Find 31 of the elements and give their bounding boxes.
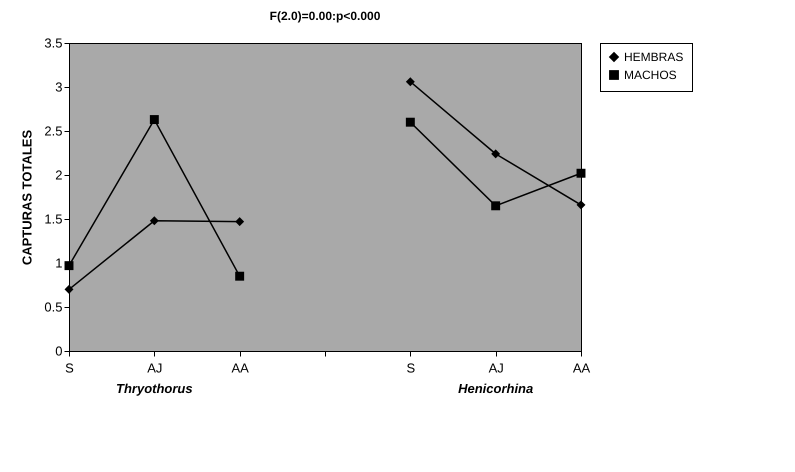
point	[235, 217, 244, 226]
point	[64, 284, 74, 294]
point	[406, 118, 415, 127]
x-tick-label: S	[65, 360, 74, 376]
y-tick-label: 1.5	[44, 212, 62, 226]
x-tick-label: S	[406, 360, 416, 376]
y-tick-label: 2	[55, 168, 62, 182]
y-tick-label: 2.5	[44, 124, 62, 138]
legend-label: MACHOS	[624, 68, 677, 82]
point	[491, 201, 500, 210]
y-tick-label: 0.5	[44, 300, 62, 314]
y-axis-title: CAPTURAS TOTALES	[19, 130, 34, 266]
point	[150, 216, 159, 226]
point	[491, 149, 500, 158]
point	[406, 77, 415, 86]
legend-label: HEMBRAS	[624, 50, 684, 64]
point	[235, 272, 244, 281]
chart-title: F(2.0)=0.00:p<0.000	[270, 9, 381, 23]
text: Thryothorus	[116, 381, 193, 396]
text: Henicorhina	[458, 381, 534, 396]
x-tick-label: AA	[572, 360, 590, 376]
y-tick-label: 3	[55, 80, 62, 94]
y-tick-label: 0	[55, 344, 62, 358]
x-tick-label: AA	[231, 360, 250, 376]
point	[576, 168, 586, 178]
x-tick-label: AJ	[147, 360, 162, 376]
x-tick-label: AJ	[488, 360, 504, 376]
point	[576, 200, 586, 210]
y-tick-label: 3.5	[44, 36, 62, 50]
point	[150, 115, 159, 124]
y-tick-label: 1	[55, 256, 62, 270]
